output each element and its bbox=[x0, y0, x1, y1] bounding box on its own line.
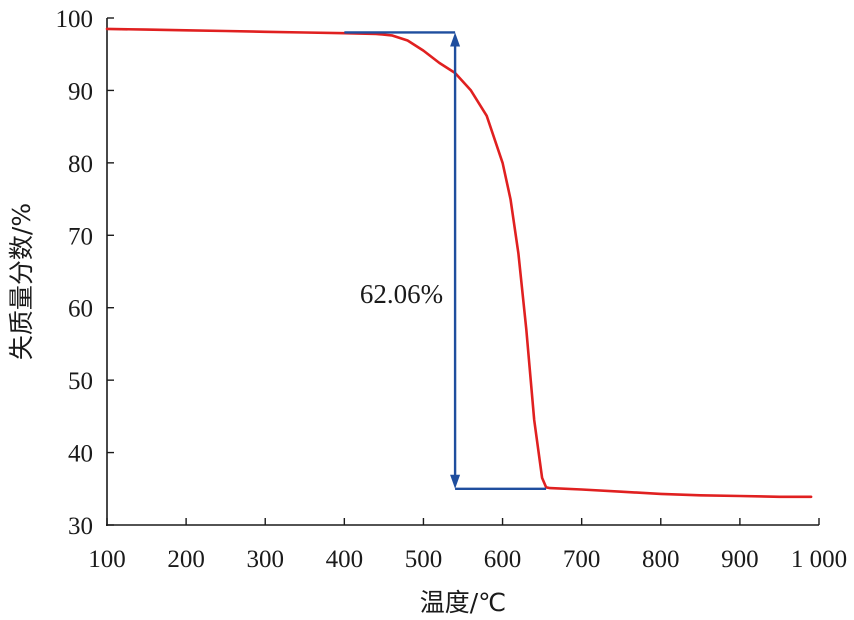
x-tick-label: 700 bbox=[563, 546, 601, 573]
x-axis-label: 温度/℃ bbox=[420, 588, 507, 617]
x-tick-label: 200 bbox=[167, 546, 205, 573]
x-tick-label: 100 bbox=[88, 546, 126, 573]
y-tick-label: 70 bbox=[68, 223, 93, 250]
y-tick-label: 40 bbox=[68, 441, 93, 468]
series-line bbox=[105, 27, 813, 499]
x-tick-label: 1 000 bbox=[791, 546, 847, 573]
x-tick-label: 500 bbox=[405, 546, 443, 573]
y-tick-label: 80 bbox=[68, 151, 93, 178]
y-tick-label: 50 bbox=[68, 368, 93, 395]
arrow-head-down bbox=[450, 474, 461, 489]
y-tick-label: 30 bbox=[68, 513, 93, 540]
x-tick-label: 600 bbox=[484, 546, 522, 573]
y-ticks: 30 40 50 60 70 80 90 100 bbox=[56, 6, 114, 540]
y-tick-label: 90 bbox=[68, 78, 93, 105]
series-layer bbox=[105, 27, 813, 499]
y-tick-label: 100 bbox=[56, 6, 94, 33]
x-tick-label: 800 bbox=[642, 546, 680, 573]
arrow-head-up bbox=[450, 32, 461, 47]
annotation-label: 62.06% bbox=[360, 279, 443, 309]
y-axis-label: 失质量分数/% bbox=[7, 203, 36, 360]
x-tick-label: 900 bbox=[721, 546, 759, 573]
y-tick-label: 60 bbox=[68, 296, 93, 323]
annotation-layer: 62.06% bbox=[344, 31, 547, 490]
x-tick-label: 300 bbox=[246, 546, 284, 573]
x-ticks: 100 200 300 400 500 600 700 800 900 1 000 bbox=[88, 518, 847, 573]
axes bbox=[106, 18, 819, 526]
x-tick-label: 400 bbox=[326, 546, 364, 573]
